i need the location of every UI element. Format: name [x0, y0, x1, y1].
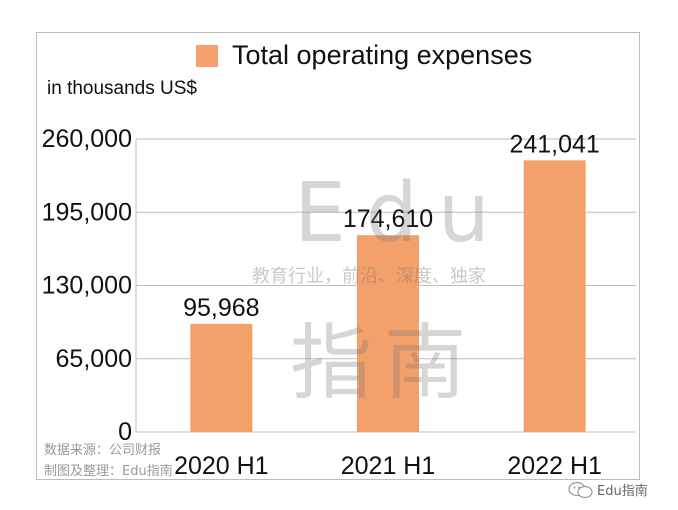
legend-swatch — [196, 44, 218, 67]
x-tick-label: 2022 H1 — [507, 452, 602, 480]
watermark-slogan: 教育行业，前沿、深度、独家 — [252, 266, 486, 287]
source-line-credit: 制图及整理：Edu指南 — [44, 464, 173, 479]
y-tick-label: 195,000 — [42, 198, 132, 226]
x-tick-label: 2020 H1 — [174, 452, 269, 480]
bar — [190, 323, 253, 432]
data-label: 174,610 — [343, 205, 433, 233]
y-tick-label: 65,000 — [56, 345, 132, 373]
brand-name: Edu指南 — [597, 484, 648, 499]
data-label: 95,968 — [183, 294, 259, 322]
y-tick-label: 0 — [118, 418, 132, 446]
y-tick-label: 130,000 — [42, 272, 132, 300]
data-label: 241,041 — [509, 130, 599, 158]
y-tick-label: 260,000 — [42, 125, 132, 153]
watermark-zhinan: 指南 — [290, 316, 479, 411]
wechat-icon — [568, 481, 593, 498]
legend-label: Total operating expenses — [232, 40, 533, 70]
y-axis-unit-label: in thousands US$ — [47, 78, 197, 99]
source-note: 数据来源：公司财报 制图及整理：Edu指南 — [44, 440, 173, 482]
x-tick-label: 2021 H1 — [341, 452, 436, 480]
legend: Total operating expenses — [196, 40, 532, 71]
watermark-edu: Edu — [294, 166, 510, 261]
bar — [357, 235, 419, 432]
brand-mark: Edu指南 — [568, 480, 648, 499]
bar — [523, 160, 586, 432]
source-line-data: 数据来源：公司财报 — [44, 443, 162, 458]
